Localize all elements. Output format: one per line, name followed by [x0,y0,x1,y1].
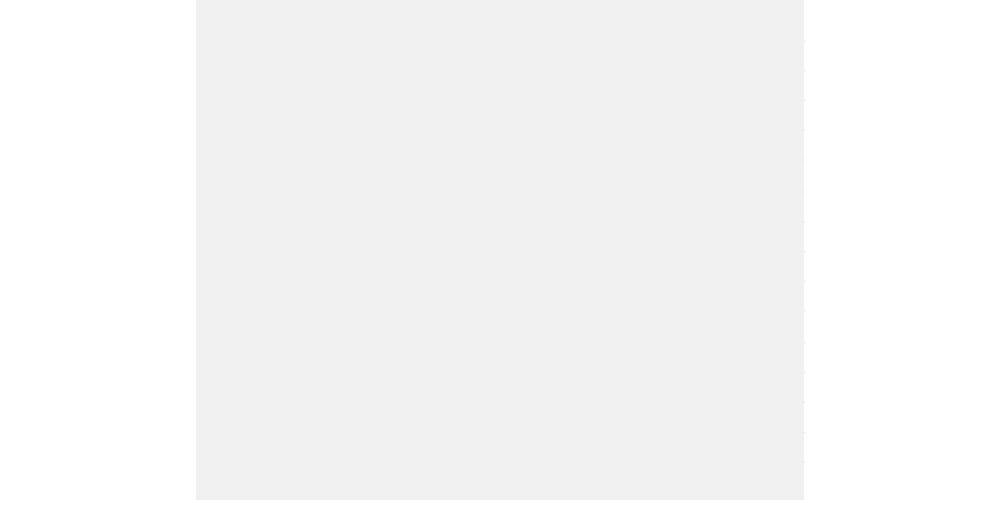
figure-background [196,0,804,500]
